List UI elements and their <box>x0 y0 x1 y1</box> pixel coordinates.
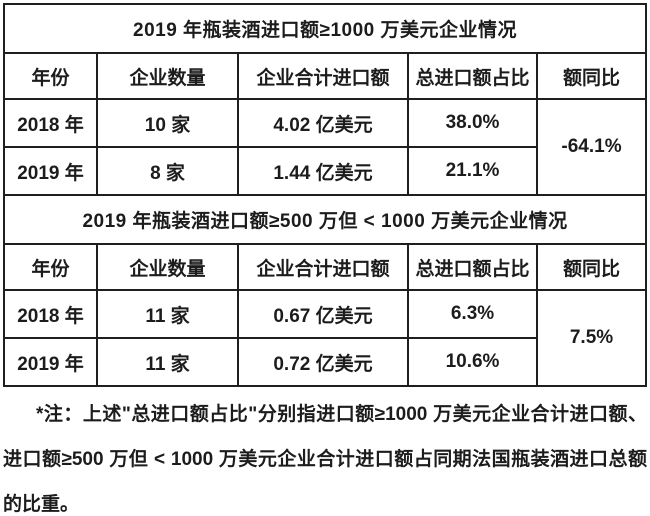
wine-import-table: 2019 年瓶装酒进口额≥1000 万美元企业情况 年份 企业数量 企业合计进口… <box>2 3 648 387</box>
section1-yoy-value: -64.1% <box>535 98 648 196</box>
section2-header-year: 年份 <box>3 243 98 291</box>
section1-row-2019: 2019 年 8 家 1.44 亿美元 21.1% <box>3 146 646 196</box>
section2-title: 2019 年瓶装酒进口额≥500 万但 < 1000 万美元企业情况 <box>2 194 648 245</box>
section2-2018-share: 6.3% <box>407 289 538 339</box>
section1-row-2018: 2018 年 10 家 4.02 亿美元 38.0% -64.1% <box>3 98 648 196</box>
section2-row-2019: 2019 年 11 家 0.72 亿美元 10.6% <box>3 337 646 387</box>
section1-header-count: 企业数量 <box>96 52 239 100</box>
section1-2019-year: 2019 年 <box>3 146 98 196</box>
section2-2019-amount: 0.72 亿美元 <box>237 337 409 387</box>
section1-title-row: 2019 年瓶装酒进口额≥1000 万美元企业情况 <box>2 3 648 54</box>
section1-header-share: 总进口额占比 <box>407 52 538 100</box>
table-footnote: *注：上述"总进口额占比"分别指进口额≥1000 万美元企业合计进口额、进口额≥… <box>3 404 647 515</box>
section1-2019-amount: 1.44 亿美元 <box>237 146 409 196</box>
section2-header-yoy: 额同比 <box>535 243 648 291</box>
section1-2018-year: 2018 年 <box>3 98 98 148</box>
section1-header-amount: 企业合计进口额 <box>237 52 409 100</box>
section1-title: 2019 年瓶装酒进口额≥1000 万美元企业情况 <box>2 3 648 54</box>
section2-header-share: 总进口额占比 <box>407 243 538 291</box>
section1-2019-count: 8 家 <box>96 146 239 196</box>
section2-yoy-value: 7.5% <box>535 289 648 387</box>
section2-header-count: 企业数量 <box>96 243 239 291</box>
section2-2018-count: 11 家 <box>96 289 239 339</box>
section2-2018-year: 2018 年 <box>3 289 98 339</box>
section1-2018-share: 38.0% <box>407 98 538 148</box>
section1-header-row: 年份 企业数量 企业合计进口额 总进口额占比 额同比 <box>3 52 648 100</box>
section2-row-2018: 2018 年 11 家 0.67 亿美元 6.3% 7.5% <box>3 289 648 387</box>
section1-header-yoy: 额同比 <box>535 52 648 100</box>
section2-header-amount: 企业合计进口额 <box>237 243 409 291</box>
section1-header-year: 年份 <box>3 52 98 100</box>
section2-2019-year: 2019 年 <box>3 337 98 387</box>
section1-2019-share: 21.1% <box>407 146 538 196</box>
section2-header-row: 年份 企业数量 企业合计进口额 总进口额占比 额同比 <box>3 243 648 291</box>
section2-title-row: 2019 年瓶装酒进口额≥500 万但 < 1000 万美元企业情况 <box>2 194 648 245</box>
section2-2019-count: 11 家 <box>96 337 239 387</box>
section1-2018-count: 10 家 <box>96 98 239 148</box>
section2-2019-share: 10.6% <box>407 337 538 387</box>
section2-2018-amount: 0.67 亿美元 <box>237 289 409 339</box>
section1-2018-amount: 4.02 亿美元 <box>237 98 409 148</box>
